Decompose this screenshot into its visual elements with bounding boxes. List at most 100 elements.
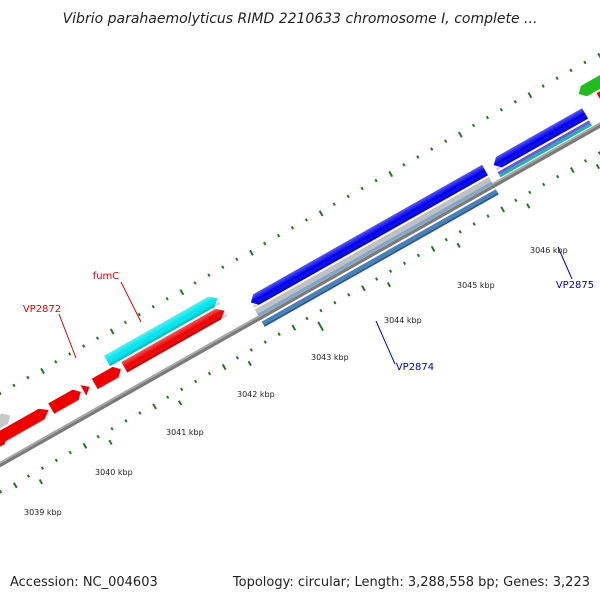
- major-tick: [526, 203, 531, 209]
- feature-steelblue-reverse: [261, 189, 498, 326]
- major-tick-row: [38, 163, 600, 485]
- minor-tick-upper: [388, 170, 394, 178]
- minor-tick-lower: [263, 340, 267, 344]
- minor-tick-lower: [514, 198, 518, 203]
- minor-tick-upper: [346, 194, 350, 199]
- minor-tick-upper: [137, 312, 141, 317]
- minor-tick-upper: [12, 383, 16, 388]
- minor-tick-upper: [290, 226, 295, 230]
- gene-label-vp2872[interactable]: VP2872: [23, 304, 61, 315]
- minor-tick-upper: [165, 296, 169, 301]
- minor-tick-lower: [207, 371, 212, 376]
- major-tick: [108, 439, 113, 445]
- minor-tick-lower: [180, 387, 184, 392]
- minor-tick-upper: [26, 375, 30, 380]
- minor-tick-upper: [471, 123, 476, 128]
- minor-tick-upper: [485, 115, 490, 120]
- tick-label-3045: 3045 kbp: [457, 281, 495, 290]
- minor-tick-lower: [124, 419, 128, 423]
- minor-tick-upper: [457, 131, 463, 138]
- minor-tick-lower: [542, 182, 546, 187]
- major-tick: [317, 321, 324, 332]
- genome-summary-text: Topology: circular; Length: 3,288,558 bp…: [232, 575, 590, 590]
- minor-tick-lower: [235, 356, 239, 360]
- feature-gray-strip: [254, 177, 492, 314]
- minor-tick-lower: [444, 237, 448, 242]
- minor-tick-upper: [402, 163, 406, 167]
- minor-tick-upper: [68, 352, 72, 356]
- minor-tick-lower: [193, 379, 198, 384]
- minor-tick-lower: [82, 442, 88, 449]
- vp2874-leader-line: [375, 320, 396, 365]
- feature-steelblue-reverse-edge: [263, 192, 499, 327]
- minor-tick-lower: [96, 434, 100, 439]
- tick-label-3040: 3040 kbp: [95, 468, 133, 477]
- gene-feature-red-3[interactable]: [91, 364, 124, 390]
- minor-tick-upper: [221, 265, 225, 270]
- fumc-leader-line: [120, 281, 142, 323]
- minor-tick-lower: [12, 482, 18, 489]
- minor-tick-upper: [416, 155, 420, 159]
- gene-feature-green[interactable]: [576, 61, 600, 99]
- minor-tick-upper: [0, 391, 2, 396]
- minor-tick-lower: [361, 285, 366, 292]
- minor-tick-lower: [305, 316, 309, 321]
- tick-label-3042: 3042 kbp: [237, 390, 275, 399]
- map-title: Vibrio parahaemolyticus RIMD 2210633 chr…: [63, 11, 538, 27]
- minor-tick-upper: [179, 289, 185, 296]
- feature-lightblue-strip: [257, 181, 493, 317]
- minor-tick-upper: [555, 76, 559, 80]
- gene-feature-vp2875-shade: [490, 108, 589, 171]
- minor-tick-lower: [500, 206, 506, 213]
- gene-label-vp2874[interactable]: VP2874: [396, 362, 434, 373]
- minor-tick-lower: [221, 363, 227, 371]
- gene-feature-gray-left[interactable]: [0, 410, 13, 439]
- minor-tick-upper: [374, 178, 378, 183]
- tick-label-3039: 3039 kbp: [24, 508, 62, 517]
- minor-tick-lower: [388, 269, 393, 273]
- gene-label-fumc[interactable]: fumC: [93, 271, 120, 282]
- feature-teal-strip: [499, 123, 592, 178]
- gene-label-vp2875[interactable]: VP2875: [556, 280, 594, 291]
- minor-tick-lower: [110, 426, 114, 431]
- gene-feature-vp2874-shade: [247, 164, 488, 308]
- minor-tick-lower: [375, 277, 379, 281]
- minor-tick-lower: [583, 159, 588, 163]
- minor-tick-lower: [54, 458, 58, 463]
- minor-tick-upper: [123, 320, 127, 325]
- minor-tick-lower: [152, 403, 157, 410]
- minor-tick-lower: [486, 214, 490, 218]
- tick-label-3041: 3041 kbp: [166, 428, 204, 437]
- minor-tick-upper: [583, 60, 587, 65]
- gene-feature-fumc-shade: [104, 293, 221, 367]
- minor-tick-lower: [556, 174, 560, 179]
- minor-tick-upper: [109, 328, 115, 335]
- minor-tick-lower: [291, 324, 297, 331]
- vp2875-leader-line: [557, 246, 573, 280]
- gene-feature-red-arrowhead[interactable]: [80, 382, 92, 396]
- minor-tick-upper: [444, 139, 448, 143]
- minor-tick-lower: [597, 151, 600, 155]
- minor-tick-upper: [193, 281, 197, 285]
- minor-tick-upper: [360, 186, 364, 191]
- minor-tick-upper: [541, 84, 545, 88]
- major-tick: [456, 242, 461, 248]
- major-tick: [595, 163, 600, 170]
- minor-tick-upper: [430, 147, 434, 151]
- tick-label-group: 3039 kbp 3040 kbp 3041 kbp 3042 kbp 3043…: [24, 246, 568, 517]
- minor-tick-upper: [235, 257, 239, 262]
- minor-tick-upper: [527, 92, 533, 99]
- tick-label-3044: 3044 kbp: [384, 316, 422, 325]
- minor-tick-lower: [138, 411, 142, 415]
- tick-label-3043: 3043 kbp: [311, 353, 349, 362]
- gene-feature-vp2872-shade: [121, 305, 228, 373]
- major-tick: [247, 360, 252, 367]
- minor-tick-lower: [26, 474, 31, 478]
- minor-tick-upper: [276, 233, 281, 238]
- accession-text: Accession: NC_004603: [10, 575, 158, 590]
- minor-tick-row-upper: [0, 52, 600, 396]
- feature-purple-strip: [497, 120, 591, 175]
- gene-feature-red-2[interactable]: [48, 387, 84, 414]
- minor-tick-lower: [319, 308, 323, 313]
